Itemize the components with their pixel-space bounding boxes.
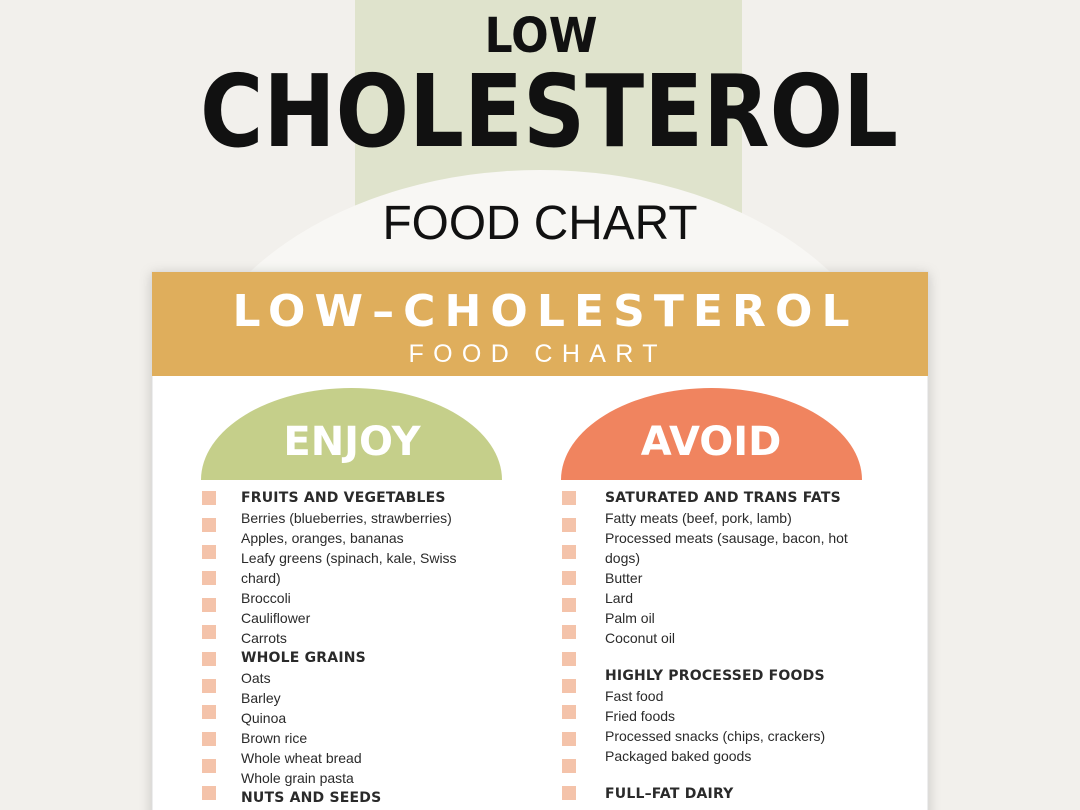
- section-title: SATURATED AND TRANS FATS: [605, 490, 841, 506]
- checkbox: [562, 705, 576, 720]
- avoid-list: SATURATED AND TRANS FATS Fatty meats (bee…: [605, 488, 850, 804]
- list-item: Whole wheat bread: [241, 750, 362, 766]
- list-item: Processed meats (sausage, bacon, hot dog…: [605, 530, 848, 566]
- checkbox: [202, 491, 216, 505]
- checkbox: [202, 625, 216, 639]
- list-item: Apples, oranges, bananas: [241, 530, 404, 546]
- list-item: Processed snacks (chips, crackers): [605, 728, 826, 744]
- list-item: Palm oil: [605, 610, 655, 626]
- checkbox: [562, 678, 576, 693]
- checkbox: [562, 544, 576, 559]
- list-item: Fried foods: [605, 708, 676, 724]
- list-item: Whole grain pasta: [241, 770, 354, 786]
- header-line1: LOW: [485, 8, 598, 64]
- list-item: Quinoa: [241, 710, 287, 726]
- checkbox: [202, 785, 216, 800]
- checkbox: [562, 651, 576, 666]
- section: FRUITS AND VEGETABLES Berries (blueberrie…: [241, 488, 491, 648]
- section: WHOLE GRAINS Oats Barley Quinoa Brown rice Wh…: [241, 648, 491, 788]
- checkbox: [562, 517, 576, 532]
- list-item: Cauliflower: [241, 610, 311, 626]
- list-item: Broccoli: [241, 590, 291, 606]
- section: FULL–FAT DAIRY: [605, 784, 850, 804]
- list-item: Fatty meats (beef, pork, lamb): [605, 510, 792, 526]
- list-item: Berries (blueberries, strawberries): [241, 510, 452, 526]
- checkbox: [562, 732, 576, 747]
- section-title: HIGHLY PROCESSED FOODS: [605, 668, 825, 684]
- section-title: FULL–FAT DAIRY: [605, 786, 734, 802]
- enjoy-badge: [201, 388, 502, 480]
- enjoy-list: FRUITS AND VEGETABLES Berries (blueberrie…: [241, 488, 491, 810]
- checkbox: [562, 571, 576, 586]
- enjoy-heading: ENJOY: [283, 419, 421, 465]
- list-item: Lard: [605, 590, 634, 606]
- list-item: Leafy greens (spinach, kale, Swiss chard…: [241, 550, 457, 586]
- avoid-heading: AVOID: [641, 419, 782, 465]
- list-item: Oats: [241, 670, 271, 686]
- checkbox: [562, 759, 576, 773]
- checkbox: [202, 678, 216, 693]
- checkbox: [202, 571, 216, 586]
- checkbox: [562, 598, 576, 613]
- list-item: Barley: [241, 690, 281, 706]
- checkbox: [202, 759, 216, 773]
- header-line3: FOOD CHART: [383, 197, 698, 250]
- card-title: LOW–CHOLESTEROL: [233, 286, 850, 337]
- checkbox: [202, 732, 216, 747]
- checkbox: [562, 785, 576, 800]
- section: NUTS AND SEEDSAlmonds, walnuts: [241, 788, 491, 810]
- checkbox: [202, 651, 216, 666]
- section: SATURATED AND TRANS FATS Fatty meats (bee…: [605, 488, 850, 648]
- checkbox: [202, 705, 216, 720]
- section-title: NUTS AND SEEDS: [241, 790, 382, 806]
- checkbox: [202, 544, 216, 559]
- header-line2: CHOLESTEROL: [200, 53, 898, 170]
- checkbox: [202, 517, 216, 532]
- section-title: WHOLE GRAINS: [241, 650, 366, 666]
- list-item: Butter: [605, 570, 643, 586]
- list-item: Fast food: [605, 688, 664, 704]
- list-item: Carrots: [241, 630, 287, 646]
- list-item: Packaged baked goods: [605, 748, 752, 764]
- list-item: Brown rice: [241, 730, 308, 746]
- card-header: [152, 272, 928, 376]
- checkbox: [562, 625, 576, 639]
- checkbox: [202, 598, 216, 613]
- avoid-badge: [561, 388, 862, 480]
- section-title: FRUITS AND VEGETABLES: [241, 490, 446, 506]
- list-item: Coconut oil: [605, 630, 676, 646]
- section: HIGHLY PROCESSED FOODS Fast food Fried foo…: [605, 666, 850, 766]
- checkbox: [562, 491, 576, 505]
